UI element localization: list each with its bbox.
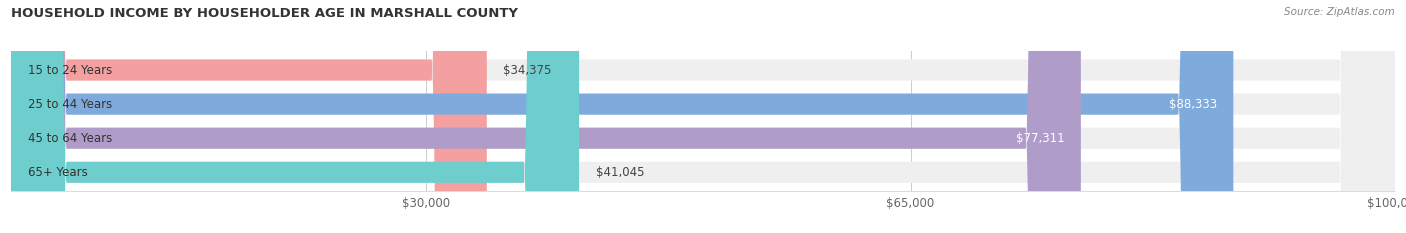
Text: $88,333: $88,333: [1168, 98, 1216, 111]
Text: 15 to 24 Years: 15 to 24 Years: [28, 64, 112, 76]
Text: HOUSEHOLD INCOME BY HOUSEHOLDER AGE IN MARSHALL COUNTY: HOUSEHOLD INCOME BY HOUSEHOLDER AGE IN M…: [11, 7, 519, 20]
FancyBboxPatch shape: [11, 0, 1395, 233]
Text: 45 to 64 Years: 45 to 64 Years: [28, 132, 112, 145]
FancyBboxPatch shape: [11, 0, 1081, 233]
FancyBboxPatch shape: [11, 0, 1395, 233]
FancyBboxPatch shape: [11, 0, 1395, 233]
Text: $34,375: $34,375: [503, 64, 551, 76]
Text: 25 to 44 Years: 25 to 44 Years: [28, 98, 112, 111]
Text: 65+ Years: 65+ Years: [28, 166, 87, 179]
FancyBboxPatch shape: [11, 0, 579, 233]
FancyBboxPatch shape: [11, 0, 1395, 233]
Text: Source: ZipAtlas.com: Source: ZipAtlas.com: [1284, 7, 1395, 17]
FancyBboxPatch shape: [11, 0, 486, 233]
FancyBboxPatch shape: [11, 0, 1233, 233]
Text: $41,045: $41,045: [596, 166, 644, 179]
Text: $77,311: $77,311: [1015, 132, 1064, 145]
